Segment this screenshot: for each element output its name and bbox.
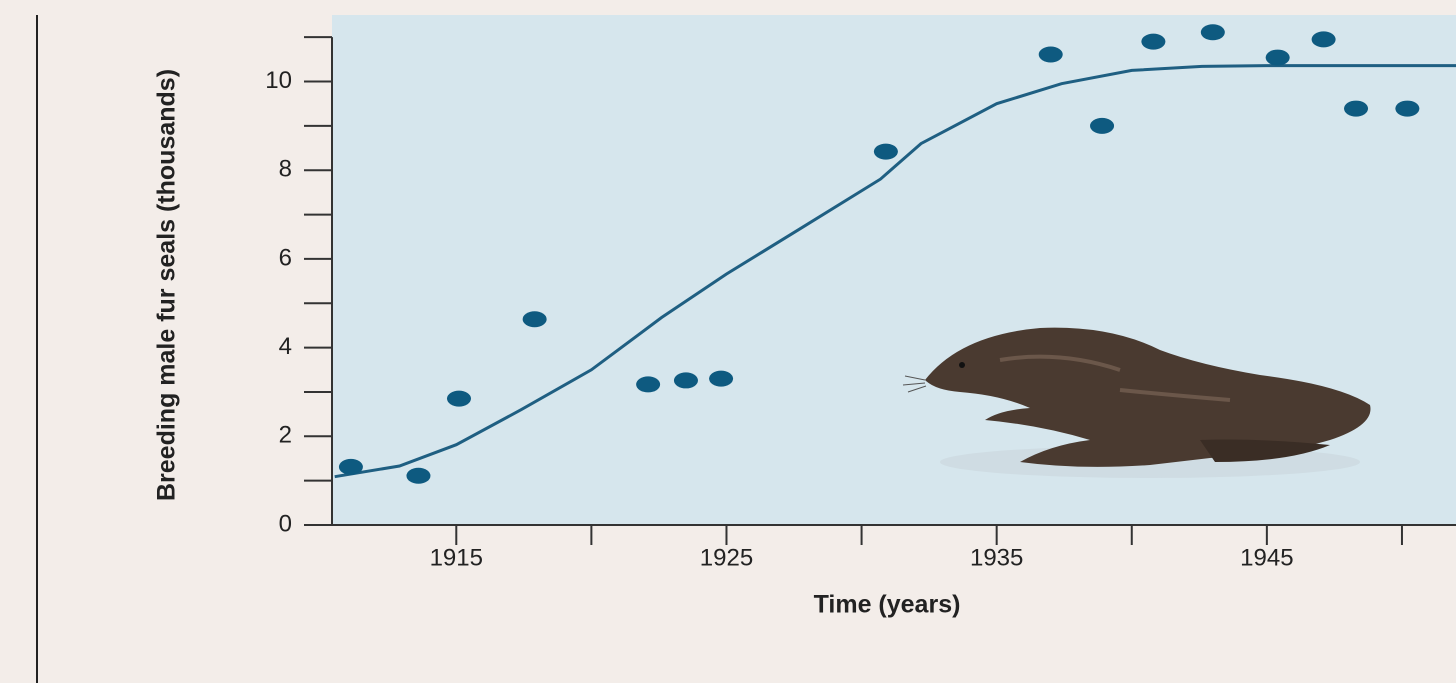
data-point <box>1344 100 1369 117</box>
data-point <box>446 390 471 407</box>
data-point <box>673 372 698 389</box>
seal-eye <box>959 362 965 368</box>
data-point <box>636 376 661 393</box>
seal-flipper <box>1200 439 1330 462</box>
y-tick-label: 10 <box>265 67 292 94</box>
x-tick-label: 1935 <box>970 544 1023 571</box>
x-tick-label: 1915 <box>430 544 483 571</box>
x-tick-label: 1925 <box>700 544 753 571</box>
data-point <box>1311 31 1336 48</box>
fit-line <box>334 64 1456 479</box>
data-point <box>406 467 431 484</box>
data-point <box>1200 24 1225 41</box>
data-point <box>709 370 734 387</box>
y-tick-label: 6 <box>279 244 292 271</box>
y-tick-label: 4 <box>279 333 292 360</box>
data-point <box>338 458 363 475</box>
data-point <box>1090 117 1115 134</box>
seal-highlight <box>999 354 1231 402</box>
data-point <box>1395 100 1420 117</box>
data-point <box>1141 33 1166 50</box>
x-axis-label: Time (years) <box>814 591 961 619</box>
x-tick-label: 1945 <box>1240 544 1293 571</box>
y-tick-label: 0 <box>279 510 292 537</box>
data-point <box>1038 46 1063 63</box>
seal-body <box>925 327 1371 467</box>
seal-whiskers <box>902 375 927 393</box>
data-point <box>522 311 547 328</box>
y-tick-label: 8 <box>279 156 292 183</box>
data-point <box>1265 49 1290 66</box>
data-point <box>873 143 898 160</box>
y-axis-label: Breeding male fur seals (thousands) <box>153 69 181 501</box>
y-tick-label: 2 <box>279 422 292 449</box>
seal-illustration <box>902 327 1371 478</box>
